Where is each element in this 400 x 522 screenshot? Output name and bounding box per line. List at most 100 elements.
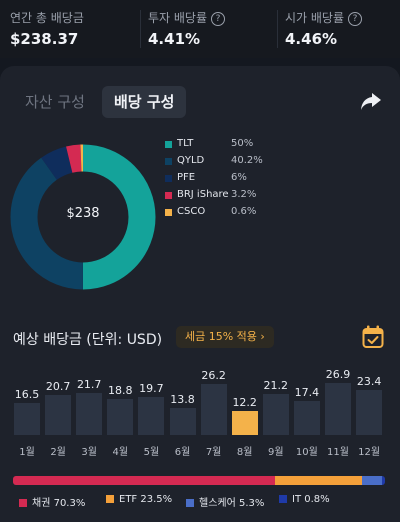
tax-applied-badge[interactable]: 세금 15% 적용 › (176, 326, 274, 348)
tab-asset-composition[interactable]: 자산 구성 (25, 93, 85, 111)
legend-swatch (279, 495, 287, 503)
annual-dividend-value: $238.37 (10, 30, 79, 48)
month-tick-label: 10월 (295, 447, 318, 458)
annual-dividend-stat: 연간 총 배당금 $238.37 (10, 0, 136, 58)
market-yield-label: 시가 배당률? (285, 9, 363, 26)
bar-10[interactable] (293, 401, 320, 435)
legend-swatch (165, 158, 172, 165)
allocation-legend-item: ETF 23.5% (106, 494, 172, 505)
bar-value-label: 26.9 (325, 368, 351, 381)
allocation-segment (274, 476, 363, 485)
bar-value-label: 13.8 (170, 393, 195, 407)
bar-8[interactable] (231, 411, 258, 435)
allocation-label: IT 0.8% (292, 494, 330, 505)
month-tick-label: 8월 (236, 447, 253, 458)
bar-value-label: 21.7 (76, 378, 102, 392)
summary-stats: 연간 총 배당금 $238.37 투자 배당률? 4.41% 시가 배당률? 4… (0, 0, 400, 58)
composition-card: 자산 구성 배당 구성 $238 TLT 50% QYLD 40.2% PFE … (0, 66, 400, 522)
divider (140, 10, 141, 48)
allocation-legend-item: IT 0.8% (279, 494, 330, 505)
legend-name: BRJ iShares (177, 189, 229, 200)
annual-dividend-label: 연간 총 배당금 (10, 11, 84, 25)
expected-dividend-title: 예상 배당금 (단위: USD) (13, 332, 163, 348)
legend-percent: 3.2% (231, 189, 257, 200)
allocation-legend-item: 헬스케어 5.3% (186, 494, 264, 509)
legend-swatch (106, 495, 114, 503)
bar-value-label: 26.2 (201, 369, 226, 383)
yield-on-cost-value: 4.41% (148, 30, 201, 48)
allocation-label: 채권 70.3% (32, 498, 86, 509)
donut-slice (10, 144, 156, 290)
month-tick-label: 1월 (19, 447, 35, 458)
bar-value-label: 20.7 (45, 379, 71, 393)
legend-name: QYLD (177, 155, 205, 166)
bar-value-label: 21.2 (263, 379, 289, 393)
allocation-label: ETF 23.5% (119, 494, 173, 505)
legend-item: PFE 6% (165, 171, 395, 188)
allocation-segment (13, 476, 275, 485)
legend-swatch (19, 499, 27, 507)
legend-swatch (165, 209, 172, 216)
legend-percent: 50% (231, 138, 254, 149)
share-icon[interactable] (358, 88, 384, 114)
bar-9[interactable] (262, 394, 289, 435)
bar-11[interactable] (325, 383, 351, 435)
help-icon[interactable]: ? (348, 12, 363, 26)
bar-value-label: 17.4 (294, 386, 320, 400)
legend-swatch (165, 141, 172, 148)
legend-item: CSCO 0.6% (165, 205, 395, 222)
market-yield-stat: 시가 배당률? 4.46% (285, 0, 397, 58)
allocation-bar (13, 476, 385, 485)
legend-name: CSCO (177, 206, 206, 217)
allocation-legend-item: 채권 70.3% (19, 494, 85, 509)
legend-swatch (186, 499, 194, 507)
bar-6[interactable] (169, 408, 196, 435)
bar-12[interactable] (356, 389, 383, 435)
donut-legend: TLT 50% QYLD 40.2% PFE 6% BRJ iShares 3.… (165, 137, 395, 222)
legend-swatch (165, 175, 172, 182)
bar-value-label: 16.5 (14, 388, 40, 402)
allocation-legend: 채권 70.3% ETF 23.5% 헬스케어 5.3% IT 0.8% (13, 494, 393, 510)
month-tick-label: 6월 (174, 447, 191, 458)
legend-name: PFE (177, 172, 196, 183)
market-yield-value: 4.46% (285, 30, 338, 48)
bar-value-label: 12.2 (232, 396, 257, 410)
legend-swatch (165, 192, 172, 199)
month-tick-label: 12월 (358, 447, 381, 458)
yield-on-cost-label: 투자 배당률? (148, 9, 226, 26)
bar-2[interactable] (45, 394, 72, 435)
yield-on-cost-stat: 투자 배당률? 4.41% (148, 0, 274, 58)
allocation-segment (382, 476, 385, 485)
legend-item: QYLD 40.2% (165, 154, 395, 171)
bar-1[interactable] (14, 403, 40, 435)
allocation-label: 헬스케어 5.3% (199, 498, 265, 509)
legend-percent: 40.2% (231, 155, 263, 166)
donut-slice (10, 144, 156, 290)
bar-3[interactable] (76, 393, 103, 435)
month-tick-label: 5월 (143, 447, 160, 458)
month-tick-label: 9월 (268, 447, 284, 458)
bar-7[interactable] (200, 384, 227, 435)
month-tick-label: 11월 (327, 447, 349, 458)
legend-name: TLT (177, 138, 194, 149)
bar-4[interactable] (107, 398, 134, 435)
tab-dividend-composition[interactable]: 배당 구성 (102, 86, 187, 118)
bar-value-label: 23.4 (356, 374, 382, 388)
month-tick-label: 2월 (50, 447, 66, 458)
help-icon[interactable]: ? (211, 12, 226, 26)
donut-center-total: $238 (66, 206, 100, 221)
month-tick-label: 3월 (81, 447, 97, 458)
legend-item: TLT 50% (165, 137, 395, 154)
month-tick-label: 7월 (205, 447, 222, 458)
legend-percent: 0.6% (231, 206, 257, 217)
allocation-segment (362, 476, 383, 485)
month-tick-label: 4월 (112, 447, 129, 458)
calendar-check-icon[interactable] (362, 325, 384, 349)
divider (277, 10, 278, 48)
bar-value-label: 18.8 (108, 383, 133, 397)
bar-value-label: 19.7 (139, 381, 164, 395)
legend-item: BRJ iShares 3.2% (165, 188, 395, 205)
bar-5[interactable] (138, 396, 165, 435)
legend-percent: 6% (231, 172, 247, 183)
donut-chart (10, 144, 156, 290)
